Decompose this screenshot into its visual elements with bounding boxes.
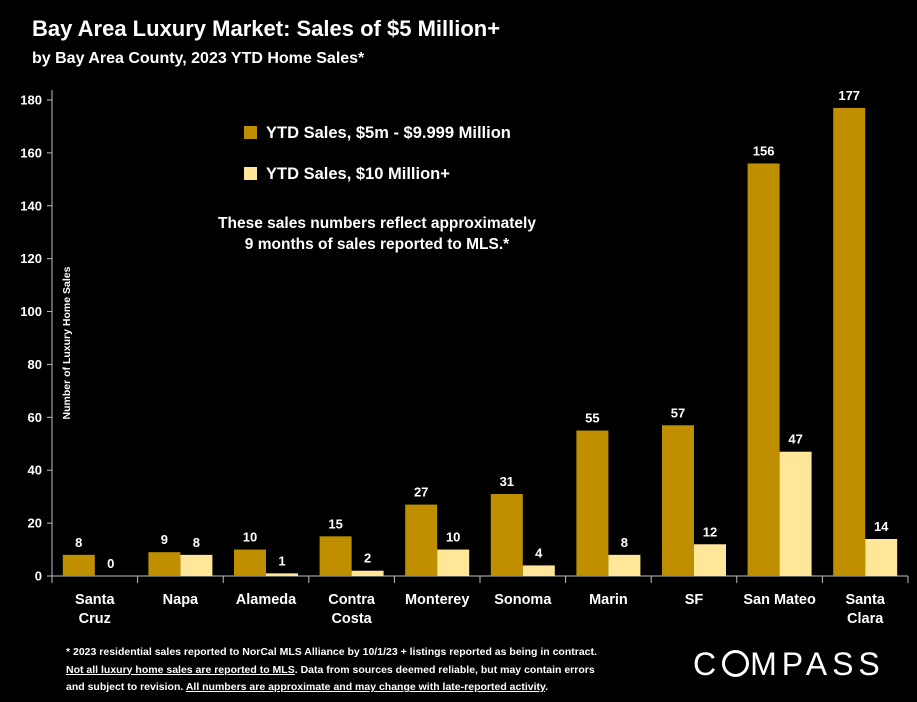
footnote-line-3-end: . (545, 681, 548, 693)
chart-title: Bay Area Luxury Market: Sales of $5 Mill… (32, 16, 501, 41)
footnote-line-1: * 2023 residential sales reported to Nor… (66, 646, 597, 658)
data-label: 8 (75, 535, 82, 550)
y-axis-label: Number of Luxury Home Sales (61, 266, 73, 419)
data-label: 47 (788, 432, 802, 447)
data-label: 27 (414, 485, 428, 500)
chart-legend: YTD Sales, $5m - $9.999 Million YTD Sales… (244, 124, 511, 183)
x-tick-label: San Mateo (743, 592, 816, 608)
y-tick-label: 80 (28, 357, 42, 372)
footnote: * 2023 residential sales reported to Nor… (66, 644, 686, 697)
x-tick-label: Alameda (236, 592, 297, 608)
chart-subtitle: by Bay Area County, 2023 YTD Home Sales* (32, 50, 365, 67)
data-label: 1 (278, 553, 285, 568)
bar-series-1 (747, 163, 780, 576)
x-tick-label: Monterey (405, 592, 469, 608)
bar-series-1 (490, 494, 523, 576)
y-tick-label: 180 (20, 93, 42, 108)
data-label: 4 (535, 545, 543, 560)
chart-bars (62, 107, 898, 576)
data-label: 156 (753, 143, 775, 158)
footnote-underlined-2: All numbers are approximate and may chan… (185, 681, 546, 693)
bar-series-1 (234, 549, 266, 576)
bar-series-1 (576, 430, 609, 576)
bar-series-1 (662, 425, 694, 576)
chart-annotation: These sales numbers reflect approximatel… (218, 215, 536, 253)
x-tick-label: Clara (847, 611, 884, 627)
data-label: 15 (328, 516, 342, 531)
y-tick-label: 0 (35, 569, 42, 584)
x-axis-tick-labels: Santa Cruz Napa Alameda Contra Costa Monterey S… (75, 592, 886, 627)
chart-data-labels: 8 0 9 8 10 1 15 2 27 10 31 4 55 8 57 12 156 47 177 14 (75, 88, 889, 571)
data-label: 8 (621, 535, 628, 550)
legend-label-1: YTD Sales, $5m - $9.999 Million (266, 124, 511, 142)
footnote-underlined-1: Not all luxury home sales are reported t… (66, 663, 295, 676)
data-label: 8 (193, 535, 200, 550)
legend-swatch-2 (244, 167, 257, 180)
legend-label-2: YTD Sales, $10 Million+ (266, 165, 450, 183)
y-tick-label: 60 (28, 410, 42, 425)
footnote-line-2-rest: . Data from sources deemed reliable, but… (294, 663, 595, 676)
x-tick-label: Marin (589, 592, 628, 608)
bar-series-1 (319, 536, 352, 576)
bar-series-2 (266, 573, 298, 576)
x-tick-label: SF (685, 592, 704, 608)
x-tick-label: Sonoma (494, 592, 552, 608)
y-tick-label: 100 (20, 304, 42, 319)
y-tick-label: 120 (20, 251, 42, 266)
data-label: 55 (585, 411, 599, 426)
logo-o-glyph (722, 650, 750, 677)
y-axis-tick-labels: 0 20 40 60 80 100 120 140 160 180 (20, 93, 42, 584)
legend-swatch-1 (244, 126, 257, 139)
bar-series-2 (865, 538, 898, 576)
footnote-line-3-start: and subject to revision. (66, 681, 186, 693)
data-label: 10 (446, 530, 460, 545)
data-label: 14 (874, 519, 889, 534)
data-label: 2 (364, 551, 371, 566)
bar-series-2 (180, 554, 213, 576)
bar-series-2 (779, 451, 812, 576)
compass-logo: C MPASS (693, 646, 885, 682)
bar-series-2 (522, 565, 555, 576)
bar-series-2 (351, 570, 384, 576)
bar-series-1 (62, 554, 95, 576)
data-label: 177 (838, 88, 860, 103)
annotation-line: These sales numbers reflect approximatel… (218, 215, 536, 232)
bar-series-1 (148, 552, 181, 576)
x-tick-label: Napa (163, 592, 199, 608)
bar-series-2 (437, 549, 470, 576)
x-tick-label: Contra (328, 592, 376, 608)
data-label: 9 (161, 532, 168, 547)
x-tick-label: Santa (75, 592, 115, 608)
bar-series-2 (608, 554, 641, 576)
bar-series-1 (405, 504, 438, 576)
y-tick-label: 140 (20, 198, 42, 213)
y-tick-label: 40 (28, 463, 42, 478)
x-tick-label: Costa (331, 611, 372, 627)
data-label: 12 (703, 524, 717, 539)
annotation-line: 9 months of sales reported to MLS.* (245, 236, 510, 253)
y-tick-label: 20 (28, 516, 42, 531)
bar-series-2 (694, 544, 726, 576)
x-tick-label: Santa (845, 592, 885, 608)
data-label: 10 (243, 530, 257, 545)
footnote-line-2: Not all luxury home sales are reported t… (66, 662, 686, 680)
data-label: 0 (107, 556, 114, 571)
bar-series-1 (833, 107, 866, 576)
data-label: 31 (500, 474, 514, 489)
data-label: 57 (671, 405, 685, 420)
y-tick-label: 160 (20, 145, 42, 160)
x-tick-label: Cruz (79, 611, 111, 627)
footnote-line-3: and subject to revision. All numbers are… (66, 679, 686, 697)
